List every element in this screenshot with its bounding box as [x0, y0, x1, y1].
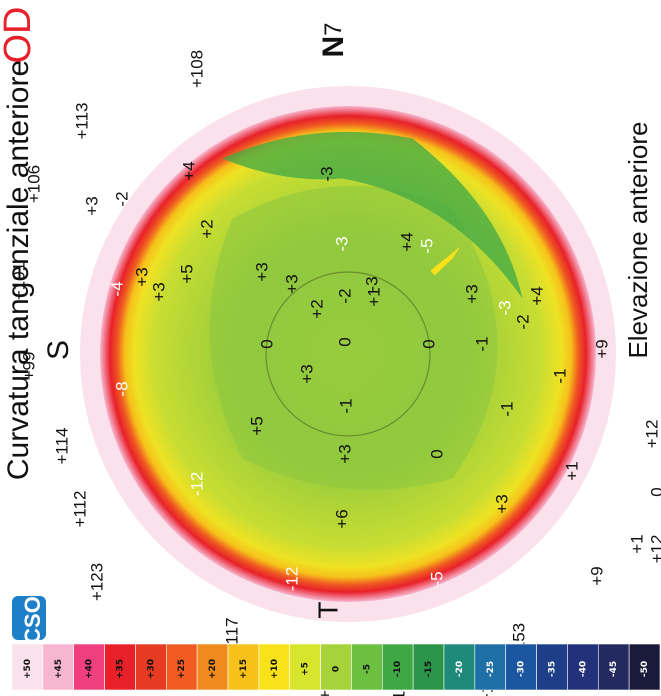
rim-value: +112 [70, 490, 89, 527]
map-value: +9 [592, 339, 611, 358]
map-value: +1 [627, 534, 646, 553]
color-scale-label: +30 [146, 659, 156, 679]
color-scale-label: +10 [270, 659, 280, 679]
page-title: Curvatura tangenziale anteriore [2, 60, 35, 480]
map-value: -12 [187, 472, 206, 497]
color-scale-label: -20 [455, 661, 465, 677]
yellow-highlight [430, 246, 461, 276]
map-subtitle: Elevazione anteriore [623, 121, 653, 358]
brand-label: CSO [20, 596, 45, 644]
map-value: -8 [112, 381, 131, 396]
map-value: -4 [107, 281, 126, 296]
color-scale-label: +5 [301, 662, 311, 676]
color-scale-label: 0 [332, 666, 342, 672]
topography-map: S N7 T 0 0 0-2-3-3-5-3-1-1+3+60+3-1-2-5-12… [9, 22, 661, 696]
color-scale-label: +35 [116, 659, 126, 679]
map-value: -2 [335, 288, 354, 303]
temporal-marker: T [312, 601, 343, 618]
nasal-marker-suffix: 7 [320, 22, 347, 35]
color-scale-label: -45 [609, 661, 619, 677]
map-value: -1 [550, 368, 569, 383]
map-value: +5 [247, 416, 266, 435]
map-value: +9 [587, 566, 606, 585]
map-value: +6 [332, 509, 351, 528]
map-value: -3 [495, 300, 514, 315]
color-scale-label: +20 [208, 659, 218, 679]
color-scale-label: +50 [23, 659, 33, 679]
map-value: 0 [647, 487, 661, 496]
map-value: -2 [112, 191, 131, 206]
color-scale-label: +15 [239, 659, 249, 679]
map-value: 0 [427, 449, 446, 458]
color-scale-label: -25 [486, 661, 496, 677]
rim-value: +113 [72, 102, 91, 139]
map-value: +1 [562, 461, 581, 480]
color-scale-label: -15 [424, 661, 434, 677]
map-value: +3 [335, 444, 354, 463]
map-value: +4 [179, 161, 198, 180]
color-scale-swatch [628, 643, 661, 691]
map-value: +2 [197, 219, 216, 238]
map-value: +4 [527, 286, 546, 305]
color-scale: +50 +45 +40 +35 +30 +25 +20 +15 +10 +5 0 -5 -10 -15 -2… [11, 643, 661, 691]
map-value: +3 [297, 364, 316, 383]
rim-value: +101 [9, 262, 28, 300]
map-value: +3 [252, 262, 271, 281]
map-value: +1 [364, 287, 383, 306]
map-value: 0 [257, 339, 276, 348]
rim-value: +106 [24, 165, 43, 203]
color-scale-label: +25 [177, 659, 187, 679]
map-value: 0 [335, 337, 354, 346]
nasal-marker: N7 [317, 22, 350, 57]
map-value: -12 [282, 567, 301, 592]
map-value: +12 [642, 420, 661, 449]
map-value: -1 [472, 336, 491, 351]
map-green-band [209, 185, 498, 490]
rim-value: +3 [462, 284, 481, 303]
map-value: +3 [149, 282, 168, 301]
rim-value: +108 [187, 50, 206, 88]
map-value: +3 [82, 196, 101, 215]
color-scale-label: +40 [85, 659, 95, 679]
pupil-zone-circle [265, 271, 431, 437]
map-value: -5 [427, 571, 446, 586]
superior-marker: S [42, 340, 75, 360]
color-scale-label: -5 [362, 664, 372, 674]
color-scale-label: +45 [54, 659, 64, 679]
brand-logo-badge [12, 596, 46, 640]
map-value: +12 [647, 535, 661, 564]
map-value: -2 [513, 314, 532, 329]
map-value: -3 [332, 236, 351, 251]
color-scale-label: -35 [548, 661, 558, 677]
color-scale-label: -10 [393, 661, 403, 677]
map-value: +5 [177, 264, 196, 283]
map-value: 0 [419, 339, 438, 348]
color-scale-label: -30 [517, 661, 527, 677]
color-scale-label: -50 [640, 661, 650, 677]
rim-value: +114 [52, 427, 71, 464]
map-value: -1 [497, 401, 516, 416]
map-value: +3 [282, 274, 301, 293]
map-value: -3 [362, 276, 381, 291]
eye-indicator: OD [0, 7, 39, 64]
map-value: -3 [317, 166, 336, 181]
map-value: +3 [492, 494, 511, 513]
brand-logo: CSO [12, 596, 46, 644]
nasal-marker-letter: N [317, 36, 350, 58]
map-value: -5 [417, 238, 436, 253]
rim-value: +4 [397, 232, 416, 251]
rim-value: +123 [87, 563, 106, 601]
map-value: +3 [132, 267, 151, 286]
map-dark-green-band [222, 131, 523, 299]
map-value: +2 [307, 299, 326, 318]
map-value: -1 [336, 398, 355, 413]
color-scale-label: -40 [578, 661, 588, 677]
rim-value: +99 [19, 352, 38, 381]
